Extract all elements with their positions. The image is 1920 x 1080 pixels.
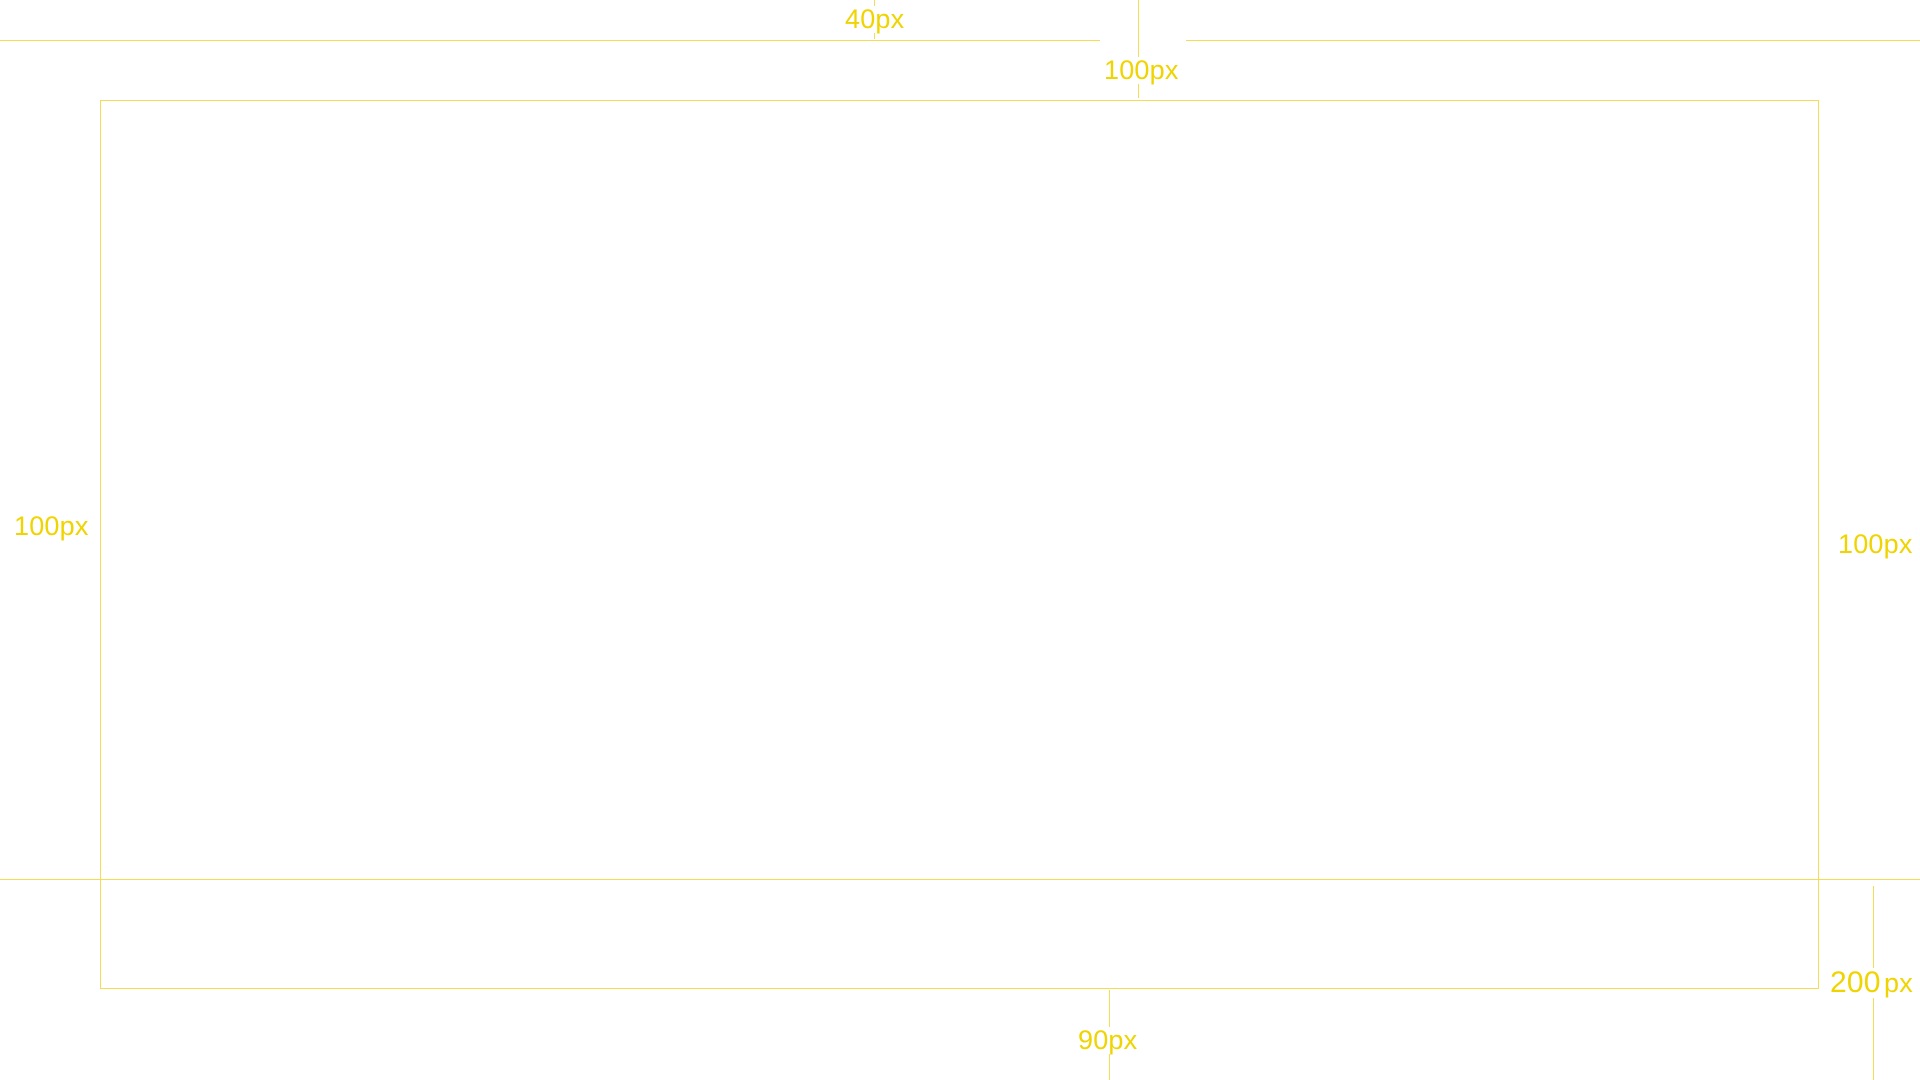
right-middle-dimension-label: 100px <box>1837 529 1914 559</box>
top-center-dimension-label: 100px <box>1103 55 1180 85</box>
bottom-right-dimension-unit: px <box>1883 968 1914 998</box>
bottom-right-dimension-number: 200 <box>1829 966 1882 999</box>
top-center-vertical-guide <box>1138 0 1139 98</box>
top-left-dimension-label: 40px <box>844 4 906 34</box>
top-horizontal-guide-right <box>1186 40 1920 41</box>
bottom-center-label-tick <box>1109 1010 1110 1028</box>
left-middle-dimension-label: 100px <box>13 511 90 541</box>
bottom-horizontal-guide <box>0 879 1920 880</box>
bottom-center-dimension-label: 90px <box>1077 1025 1139 1055</box>
main-frame-rectangle <box>100 100 1819 989</box>
top-horizontal-guide-left <box>0 40 1100 41</box>
